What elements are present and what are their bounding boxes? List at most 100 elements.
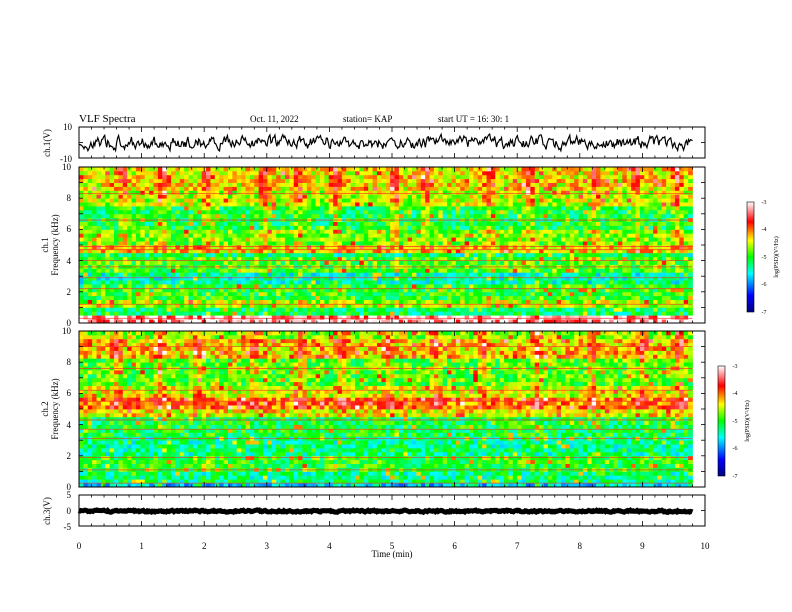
spectrogram-cell xyxy=(539,307,544,312)
spectrogram-cell xyxy=(547,252,553,258)
spectrogram-cell xyxy=(289,174,295,180)
spectrogram-cell xyxy=(263,229,268,234)
spectrogram-cell xyxy=(346,276,352,281)
spectrogram-cell xyxy=(118,206,124,211)
spectrogram-cell xyxy=(254,209,260,215)
spectrogram-cell xyxy=(447,233,452,238)
spectrogram-cell xyxy=(561,237,566,242)
spectrogram-cell xyxy=(547,295,553,300)
spectrogram-cell xyxy=(433,260,439,265)
spectrogram-cell xyxy=(298,307,303,312)
spectrogram-cell xyxy=(135,295,141,300)
spectrogram-cell xyxy=(530,198,536,203)
spectrogram-cell xyxy=(455,198,461,203)
spectrogram-cell xyxy=(271,311,277,316)
spectrogram-cell xyxy=(582,186,588,191)
spectrogram-cell xyxy=(499,315,505,320)
spectrogram-cell xyxy=(267,213,273,219)
spectrogram-cell xyxy=(254,213,260,219)
spectrogram-cell xyxy=(376,186,382,191)
spectrogram-cell xyxy=(302,198,308,203)
spectrogram-cell xyxy=(495,213,501,219)
spectrogram-cell xyxy=(525,178,531,183)
spectrogram-cell xyxy=(569,303,575,308)
spectrogram-cell xyxy=(96,190,102,195)
spectrogram-cell xyxy=(512,178,518,183)
spectrogram-cell xyxy=(569,174,575,180)
spectrogram-cell xyxy=(609,287,614,293)
spectrogram-cell xyxy=(214,209,220,215)
spectrogram-cell xyxy=(284,295,290,300)
spectrogram-cell xyxy=(223,268,229,273)
spectrogram-cell xyxy=(341,260,347,265)
spectrogram-cell xyxy=(609,268,614,273)
spectrogram-cell xyxy=(100,209,106,215)
spectrogram-cell xyxy=(482,233,487,238)
spectrogram-cell xyxy=(346,229,352,234)
spectrogram-cell xyxy=(552,229,558,234)
spectrogram-cell xyxy=(486,248,492,254)
spectrogram-cell xyxy=(328,182,334,187)
spectrogram-cell xyxy=(280,167,286,172)
spectrogram-cell xyxy=(429,272,435,277)
spectrogram-cell xyxy=(398,303,404,308)
spectrogram-cell xyxy=(149,206,154,211)
spectrogram-cell xyxy=(197,287,203,293)
spectrogram-cell xyxy=(118,311,124,316)
spectrogram-cell xyxy=(249,209,255,215)
spectrogram-cell xyxy=(482,252,487,258)
spectrogram-cell xyxy=(547,209,553,215)
spectrogram-cell xyxy=(530,202,536,207)
spectrogram-cell xyxy=(469,245,474,250)
spectrogram-cell xyxy=(328,248,334,254)
spectrogram-cell xyxy=(157,233,163,238)
spectrogram-cell xyxy=(451,260,457,265)
spectrogram-cell xyxy=(280,319,286,324)
spectrogram-cell xyxy=(298,252,303,258)
spectrogram-cell xyxy=(517,287,522,293)
spectrogram-cell xyxy=(569,178,575,183)
spectrogram-cell xyxy=(201,295,207,300)
spectrogram-cell xyxy=(324,299,330,304)
spectrogram-cell xyxy=(197,225,203,230)
spectrogram-cell xyxy=(473,186,479,191)
spectrogram-cell xyxy=(258,170,264,176)
spectrogram-cell xyxy=(416,280,422,285)
spectrogram-cell xyxy=(429,303,435,308)
spectrogram-cell xyxy=(100,241,106,246)
spectrogram-cell xyxy=(412,186,417,191)
spectrogram-cell xyxy=(372,209,378,215)
spectrogram-cell xyxy=(258,284,264,289)
spectrogram-cell xyxy=(280,299,286,304)
spectrogram-cell xyxy=(372,190,378,195)
spectrogram-cell xyxy=(105,209,111,215)
spectrogram-cell xyxy=(561,248,566,254)
spectrogram-cell xyxy=(460,268,466,273)
spectrogram-cell xyxy=(578,174,584,180)
spectrogram-cell xyxy=(341,307,347,312)
spectrogram-cell xyxy=(140,198,146,203)
spectrogram-cell xyxy=(512,280,518,285)
spectrogram-cell xyxy=(578,268,584,273)
spectrogram-cell xyxy=(284,225,290,230)
spectrogram-cell xyxy=(565,245,571,250)
spectrogram-cell xyxy=(543,291,549,297)
spectrogram-cell xyxy=(267,268,273,273)
spectrogram-cell xyxy=(385,190,391,195)
spectrogram-cell xyxy=(79,268,84,273)
spectrogram-cell xyxy=(241,202,246,207)
spectrogram-cell xyxy=(407,186,413,191)
spectrogram-cell xyxy=(600,174,606,180)
spectrogram-cell xyxy=(398,233,404,238)
spectrogram-cell xyxy=(565,307,571,312)
spectrogram-cell xyxy=(96,241,102,246)
spectrogram-cell xyxy=(271,225,277,230)
spectrogram-cell xyxy=(289,291,295,297)
spectrogram-cell xyxy=(416,260,422,265)
spectrogram-cell xyxy=(105,287,111,293)
spectrogram-cell xyxy=(552,299,558,304)
spectrogram-cell xyxy=(153,268,159,273)
spectrogram-cell xyxy=(192,307,198,312)
spectrogram-cell xyxy=(398,287,404,293)
spectrogram-cell xyxy=(149,213,154,219)
